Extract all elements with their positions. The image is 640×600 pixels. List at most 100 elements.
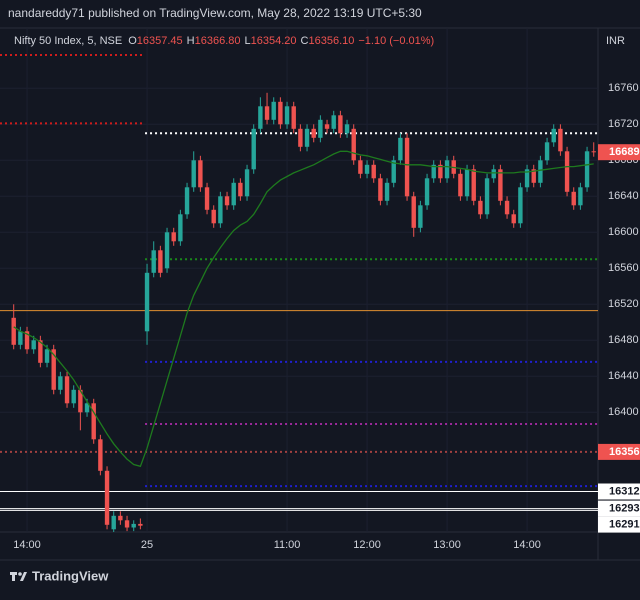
- candle-body: [104, 470, 110, 525]
- indicator-line: [13, 150, 594, 468]
- y-tick-label: 16720: [608, 118, 639, 130]
- candle-body: [584, 151, 590, 188]
- candle-body: [198, 160, 203, 188]
- candle-body: [478, 200, 483, 215]
- candle-body: [518, 187, 523, 224]
- candle-body: [278, 101, 283, 125]
- candle-body: [531, 169, 536, 183]
- candle-body: [504, 200, 510, 215]
- candle-body: [164, 232, 170, 269]
- price-label: 16689: [609, 146, 640, 158]
- candle-body: [511, 214, 516, 224]
- candle-body: [291, 106, 296, 129]
- legend-value: 16356.10: [308, 35, 354, 47]
- candle-body: [11, 317, 16, 345]
- footer-brand: TradingView: [32, 568, 109, 583]
- candle-body: [51, 349, 56, 390]
- legend-key: C: [301, 35, 309, 47]
- candle-body: [371, 164, 376, 179]
- price-label: 16291: [609, 519, 640, 531]
- candle-body: [264, 106, 270, 120]
- x-tick-label: 13:00: [433, 539, 461, 551]
- plot: [0, 28, 598, 532]
- price-label-box: [598, 500, 640, 517]
- y-tick-label: 16480: [608, 334, 639, 346]
- candle-body: [484, 178, 490, 215]
- x-tick-label: 25: [141, 539, 153, 551]
- x-tick-label: 12:00: [353, 539, 381, 551]
- candle-body: [178, 214, 183, 242]
- candle-body: [458, 173, 463, 197]
- candle-body: [284, 106, 290, 125]
- candle-body: [258, 106, 263, 129]
- legend-value: 16357.45: [137, 35, 183, 47]
- candle-body: [324, 124, 330, 129]
- candle-body: [218, 196, 223, 224]
- candle-body: [338, 115, 343, 134]
- candle-body: [131, 523, 136, 528]
- candle-body: [558, 128, 563, 152]
- candle-body: [138, 523, 143, 526]
- candle-body: [38, 340, 43, 363]
- candle-body: [231, 182, 236, 206]
- x-tick-label: 11:00: [274, 539, 301, 551]
- price-label: 16293: [609, 503, 640, 515]
- candle-body: [524, 169, 530, 188]
- candle-body: [571, 191, 576, 206]
- candle-body: [251, 128, 256, 170]
- candle-body: [331, 115, 336, 129]
- candle-body: [238, 182, 243, 197]
- candle-body: [551, 128, 556, 143]
- candle-body: [44, 349, 50, 363]
- candle-body: [111, 515, 116, 530]
- candle-body: [318, 119, 323, 138]
- candle-body: [58, 376, 63, 390]
- header-text: nandareddy71 published on TradingView.co…: [8, 6, 422, 20]
- price-label: 16356: [609, 446, 640, 458]
- candle-body: [358, 160, 363, 174]
- candle-body: [464, 169, 470, 197]
- legend-key: O: [128, 35, 137, 47]
- candle-body: [271, 101, 276, 120]
- candle-body: [564, 151, 570, 192]
- candle-body: [444, 160, 450, 179]
- candle-body: [591, 151, 596, 153]
- header-bar: [0, 0, 640, 28]
- candle-body: [78, 389, 83, 413]
- price-label: 16312: [609, 485, 640, 497]
- y-tick-label: 16760: [608, 82, 639, 94]
- candle-body: [411, 196, 416, 228]
- legend: Nifty 50 Index, 5, NSE O16357.45 H16366.80…: [14, 35, 434, 47]
- candle-body: [171, 232, 176, 242]
- candle-body: [224, 196, 230, 206]
- candle-body: [378, 178, 383, 201]
- candle-body: [398, 137, 403, 161]
- candle-body: [244, 169, 250, 197]
- candle-body: [298, 128, 303, 147]
- x-tick-label: 14:00: [513, 539, 541, 551]
- candle-body: [151, 250, 156, 273]
- candle-body: [364, 164, 370, 174]
- price-label-box: [598, 483, 640, 500]
- legend-value: 16354.20: [251, 35, 297, 47]
- candle-body: [211, 209, 216, 224]
- candle-body: [71, 389, 76, 404]
- y-tick-label: 16440: [608, 370, 639, 382]
- candle-body: [424, 178, 430, 206]
- y-tick-label: 16560: [608, 262, 639, 274]
- candle-body: [344, 124, 350, 134]
- candle-body: [91, 403, 96, 440]
- legend-key: H: [187, 35, 195, 47]
- candle-body: [18, 331, 23, 345]
- footer-logo: [10, 572, 27, 581]
- candle-body: [24, 331, 30, 350]
- candle-body: [31, 340, 36, 350]
- currency: INR: [606, 35, 625, 47]
- candle-body: [124, 520, 130, 528]
- candle-body: [84, 403, 90, 413]
- y-tick-label: 16640: [608, 190, 639, 202]
- y-tick-label: 16400: [608, 406, 639, 418]
- candle-body: [391, 160, 396, 183]
- y-tick-label: 16520: [608, 298, 639, 310]
